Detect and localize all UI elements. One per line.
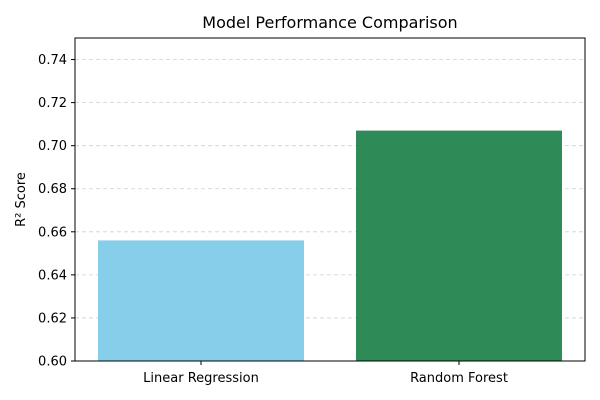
y-axis-label: R² Score <box>14 172 29 227</box>
y-tick-label: 0.60 <box>38 355 67 370</box>
x-tick-label: Linear Regression <box>143 371 259 386</box>
y-tick-label: 0.68 <box>38 182 67 197</box>
y-tick-label: 0.72 <box>38 96 67 111</box>
bar-linear-regression <box>98 240 304 361</box>
y-tick-label: 0.64 <box>38 268 67 283</box>
y-axis-ticks: 0.60 0.62 0.64 0.66 0.68 0.70 0.72 0.74 <box>38 53 75 370</box>
bars <box>98 130 562 361</box>
chart-title: Model Performance Comparison <box>202 13 457 32</box>
y-tick-label: 0.66 <box>38 225 67 240</box>
x-tick-label: Random Forest <box>410 371 508 386</box>
plot-frame <box>74 37 586 362</box>
x-axis-ticks: Linear Regression Random Forest <box>143 361 508 386</box>
y-tick-label: 0.74 <box>38 53 67 68</box>
y-tick-label: 0.62 <box>38 311 67 326</box>
y-tick-label: 0.70 <box>38 139 67 154</box>
bar-random-forest <box>356 130 562 361</box>
